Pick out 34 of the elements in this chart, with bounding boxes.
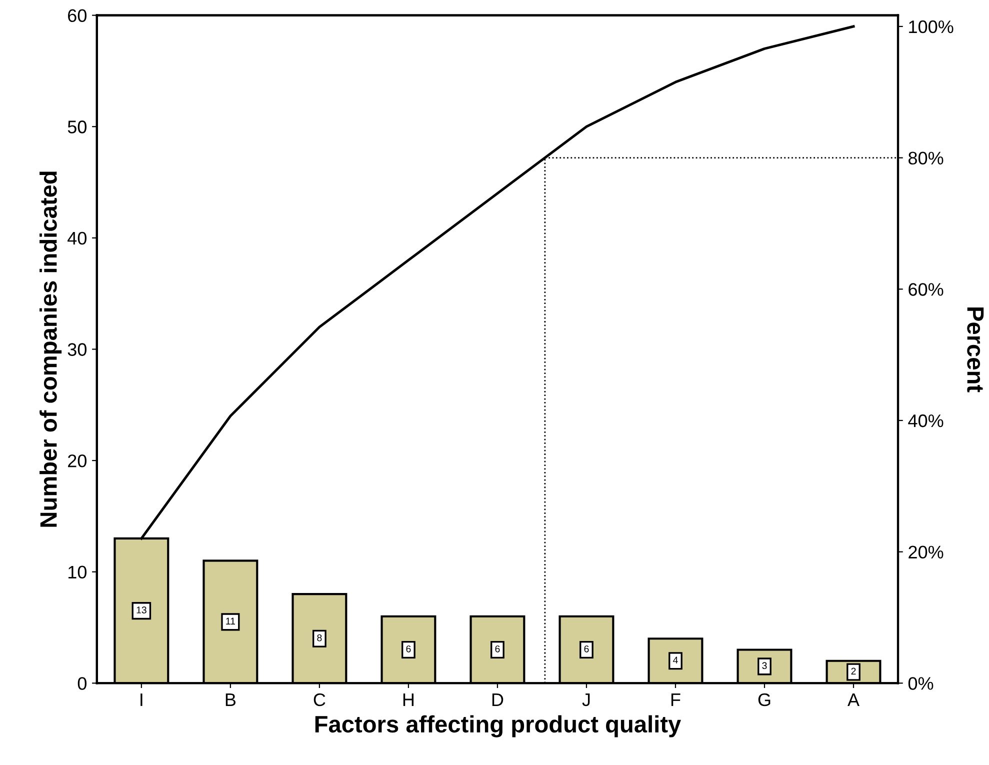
y-tick-label: 60 [68,9,86,22]
y-tick-label: 10 [68,566,86,579]
x-tick-label: I [140,694,142,706]
x-tick-label: D [492,694,504,706]
y2-axis-title: Percent [967,307,984,392]
data-label: 3 [762,662,767,670]
data-label: 6 [406,645,411,652]
data-label: 2 [851,668,856,675]
x-axis-title: Factors affecting product quality [315,715,682,738]
x-tick-label: A [848,694,860,706]
x-tick-label: F [671,694,680,706]
x-tick-label: B [226,694,236,706]
data-label: 6 [584,645,589,652]
data-label: 4 [673,656,678,664]
data-label: 8 [317,634,322,642]
y2-tick-label: 80% [908,152,944,165]
y2-tick-label: 40% [908,414,944,428]
y2-tick-label: 0% [908,677,934,690]
data-label: 11 [226,618,236,624]
y-tick-label: 40 [68,232,86,245]
x-tick-label: H [403,694,414,706]
x-tick-label: C [314,693,326,706]
y-tick-label: 30 [68,343,86,356]
y2-tick-label: 60% [908,283,944,296]
y-tick-label: 50 [68,120,86,134]
y2-tick-label: 20% [908,546,944,559]
data-label: 13 [136,606,146,614]
y-axis-title: Number of companies indicated [40,172,62,527]
x-tick-label: G [758,693,770,706]
y2-tick-label: 100% [909,20,954,34]
x-tick-label: J [582,694,590,706]
y-tick-label: 20 [68,454,86,468]
data-label: 6 [495,645,500,652]
y-tick-label: 0 [78,677,86,690]
